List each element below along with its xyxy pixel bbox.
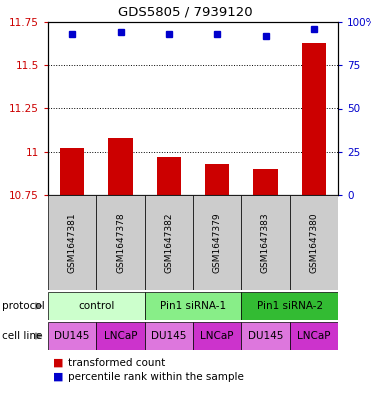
Text: transformed count: transformed count [68, 358, 165, 368]
Bar [193, 322, 241, 350]
Bar [48, 292, 145, 320]
Bar [253, 169, 278, 195]
Bar [145, 195, 193, 290]
Text: GSM1647383: GSM1647383 [261, 212, 270, 273]
Text: LNCaP: LNCaP [297, 331, 331, 341]
Text: Pin1 siRNA-2: Pin1 siRNA-2 [257, 301, 323, 311]
Bar [241, 195, 290, 290]
Bar [145, 292, 241, 320]
Bar [290, 322, 338, 350]
Text: DU145: DU145 [248, 331, 283, 341]
Text: ■: ■ [53, 358, 67, 368]
Bar [241, 322, 290, 350]
Text: control: control [78, 301, 115, 311]
Bar [302, 43, 326, 195]
Bar [205, 164, 229, 195]
Text: protocol: protocol [2, 301, 45, 311]
Text: LNCaP: LNCaP [104, 331, 137, 341]
Text: cell line: cell line [2, 331, 42, 341]
Bar [48, 322, 96, 350]
Bar [193, 195, 241, 290]
Text: GSM1647380: GSM1647380 [309, 212, 318, 273]
Bar [145, 322, 193, 350]
Text: LNCaP: LNCaP [200, 331, 234, 341]
Text: GDS5805 / 7939120: GDS5805 / 7939120 [118, 6, 253, 18]
Text: Pin1 siRNA-1: Pin1 siRNA-1 [160, 301, 226, 311]
Bar [96, 322, 145, 350]
Bar [96, 195, 145, 290]
Text: ■: ■ [53, 372, 67, 382]
Text: GSM1647378: GSM1647378 [116, 212, 125, 273]
Text: GSM1647382: GSM1647382 [164, 212, 173, 273]
Bar [60, 148, 84, 195]
Bar [241, 292, 338, 320]
Text: DU145: DU145 [151, 331, 187, 341]
Text: percentile rank within the sample: percentile rank within the sample [68, 372, 244, 382]
Bar [157, 157, 181, 195]
Text: GSM1647379: GSM1647379 [213, 212, 221, 273]
Text: DU145: DU145 [55, 331, 90, 341]
Bar [48, 195, 96, 290]
Bar [290, 195, 338, 290]
Bar [108, 138, 132, 195]
Text: GSM1647381: GSM1647381 [68, 212, 77, 273]
